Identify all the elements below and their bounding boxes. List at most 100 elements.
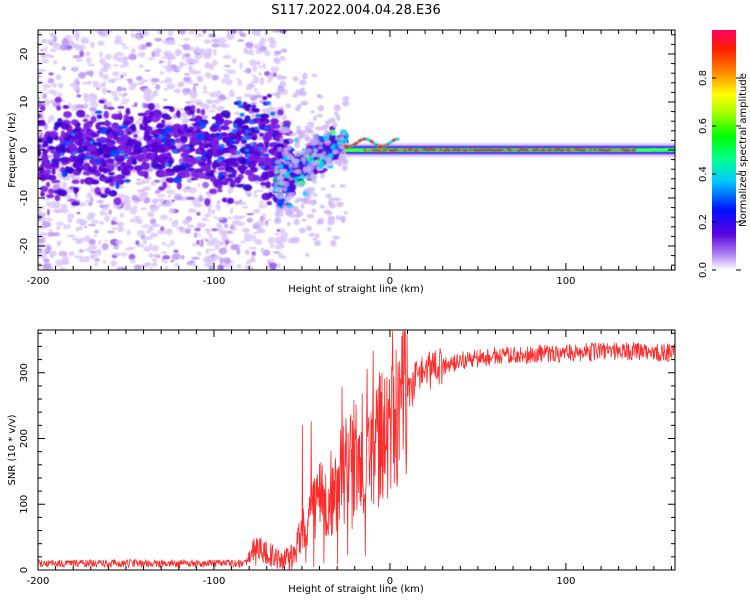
- spectrogram-cell: [307, 124, 315, 129]
- spectrogram-cell: [281, 48, 286, 52]
- spectrogram-cell: [216, 158, 222, 163]
- spectrogram-cell: [173, 113, 177, 119]
- spectrogram-cell: [55, 146, 60, 151]
- spectrogram-cell: [337, 155, 343, 163]
- spectrogram-cell: [215, 113, 221, 121]
- spectrogram-cell: [57, 240, 62, 245]
- spectrogram-cell: [149, 232, 158, 238]
- spectrogram-cell: [40, 185, 48, 193]
- spectrogram-cell: [151, 82, 156, 85]
- spectrogram-cell: [259, 200, 264, 204]
- spectrogram-cell: [134, 34, 141, 38]
- spectrogram-cell: [107, 132, 114, 140]
- spectrogram-cell: [151, 198, 158, 205]
- spectrogram-cell: [316, 93, 321, 98]
- spectrogram-cell: [181, 117, 190, 124]
- spectrogram-cell: [236, 264, 242, 269]
- spectrogram-cell: [62, 105, 69, 109]
- spectrogram-cell: [189, 91, 198, 98]
- spectrogram-cell: [165, 55, 174, 60]
- spectrogram-cell: [251, 136, 257, 141]
- spectrogram-cell: [44, 46, 48, 53]
- spectrogram-cell: [54, 96, 62, 103]
- spectrogram-cell: [292, 76, 299, 82]
- spectrogram-cell: [221, 237, 230, 241]
- spectrogram-cell: [140, 207, 148, 211]
- spectrogram-cell: [89, 151, 100, 156]
- spectrogram-cell: [150, 161, 160, 169]
- spectrogram-cell: [274, 166, 279, 172]
- spectrogram-cell: [100, 30, 110, 33]
- spectrogram-cell: [80, 152, 86, 160]
- spectrogram-cell: [200, 108, 206, 116]
- spectrogram-ytick-label: 0: [19, 147, 30, 153]
- spectrogram-cell: [236, 151, 241, 155]
- spectrogram-cell: [232, 129, 237, 134]
- spectrogram-cell: [165, 200, 173, 207]
- spectrogram-cell: [215, 133, 220, 137]
- spectrogram-cell: [223, 257, 231, 264]
- spectrogram-cell: [239, 62, 243, 70]
- spectrogram-cell: [135, 120, 141, 125]
- spectrogram-cell: [257, 146, 263, 151]
- spectrogram-xtick-label: -100: [203, 276, 226, 287]
- spectrogram-cell: [62, 137, 71, 142]
- spectrogram-cell: [222, 261, 232, 268]
- spectrogram-cell: [38, 113, 42, 118]
- spectrogram-cell: [208, 33, 217, 38]
- spectrogram-cell: [276, 229, 281, 232]
- spectrogram-cell: [46, 54, 52, 58]
- spectrogram-cell: [105, 158, 115, 164]
- spectrogram-cell: [621, 148, 625, 151]
- spectrogram-cell: [245, 88, 251, 91]
- spectrogram-cell: [151, 114, 160, 123]
- spectrogram-cell: [148, 214, 155, 217]
- spectrogram-cell: [192, 242, 197, 247]
- spectrogram-cell: [264, 71, 270, 76]
- spectrogram-cell: [127, 131, 132, 135]
- spectrogram-cell: [77, 145, 87, 153]
- spectrogram-cell: [133, 133, 139, 138]
- spectrogram-cell: [163, 87, 168, 91]
- spectrogram-cell: [275, 205, 282, 213]
- spectrogram-cell: [271, 92, 280, 96]
- spectrogram-cell: [183, 91, 188, 96]
- spectrogram-cell: [225, 78, 233, 86]
- spectrogram-cell: [192, 83, 199, 87]
- spectrogram-cell: [76, 57, 83, 63]
- spectrogram-cell: [113, 38, 123, 45]
- spectrogram-cell: [61, 261, 70, 265]
- spectrogram-cell: [245, 67, 252, 74]
- spectrogram-cell: [263, 126, 269, 131]
- spectrogram-cell: [222, 54, 232, 60]
- spectrogram-cell: [139, 123, 144, 129]
- spectrogram-cell: [150, 78, 160, 83]
- spectrogram-cell: [63, 223, 67, 230]
- spectrogram-cell: [107, 172, 115, 176]
- spectrogram-cell: [38, 207, 42, 215]
- spectrogram-cell: [240, 240, 246, 244]
- spectrogram-cell: [331, 122, 338, 128]
- spectrogram-cell: [167, 58, 172, 66]
- spectrogram-cell: [165, 177, 175, 183]
- spectrogram-cell: [258, 40, 265, 48]
- spectrogram-cell: [84, 95, 90, 103]
- spectrogram-cell: [315, 126, 323, 131]
- spectrogram-cell: [190, 139, 199, 145]
- spectrogram-cell: [201, 91, 210, 94]
- spectrogram-cell: [48, 250, 57, 256]
- spectrogram-cell: [292, 169, 300, 174]
- spectrogram-cell: [101, 243, 109, 251]
- spectrogram-cell: [80, 178, 85, 185]
- spectrogram-cell: [161, 241, 167, 246]
- spectrogram-cell: [336, 115, 341, 121]
- spectrogram-cell: [86, 57, 92, 64]
- spectrogram-cell: [162, 255, 171, 260]
- spectrogram-cell: [220, 125, 230, 131]
- spectrogram-cell: [208, 265, 214, 270]
- spectrogram-cell: [279, 30, 287, 34]
- spectrogram-cell: [294, 208, 301, 213]
- spectrogram-cell: [313, 192, 318, 198]
- spectrogram-cell: [184, 186, 191, 190]
